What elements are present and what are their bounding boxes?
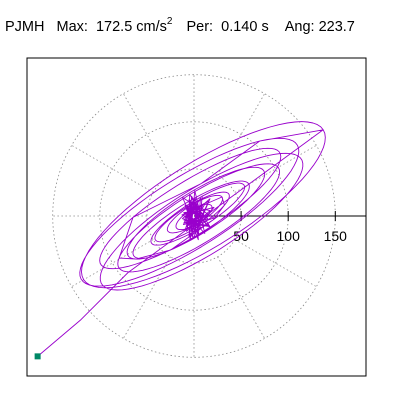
max-label: Max: [56,18,88,35]
x-tick-label-150: 150 [324,228,348,244]
grid-spoke-300 [217,256,265,339]
plot-frame [26,57,367,377]
period-label: Per: [186,18,214,35]
trace-start-marker [34,353,41,360]
max-unit: cm/s [136,18,167,35]
max-unit-exponent: 2 [166,16,173,27]
particle-motion-trace [37,121,326,357]
max-value: 172.5 [95,18,133,35]
angle-value: 223.7 [318,18,355,35]
station-code: PJMH [5,18,45,35]
x-tick-label-100: 100 [277,228,301,244]
angle-label: Ang: [284,18,315,35]
period-value: 0.140 s [221,18,269,35]
chart-title: PJMH Max: 172.5 cm/s2 Per: 0.140 s Ang: 223… [5,16,355,35]
grid-spoke-120 [123,93,171,176]
